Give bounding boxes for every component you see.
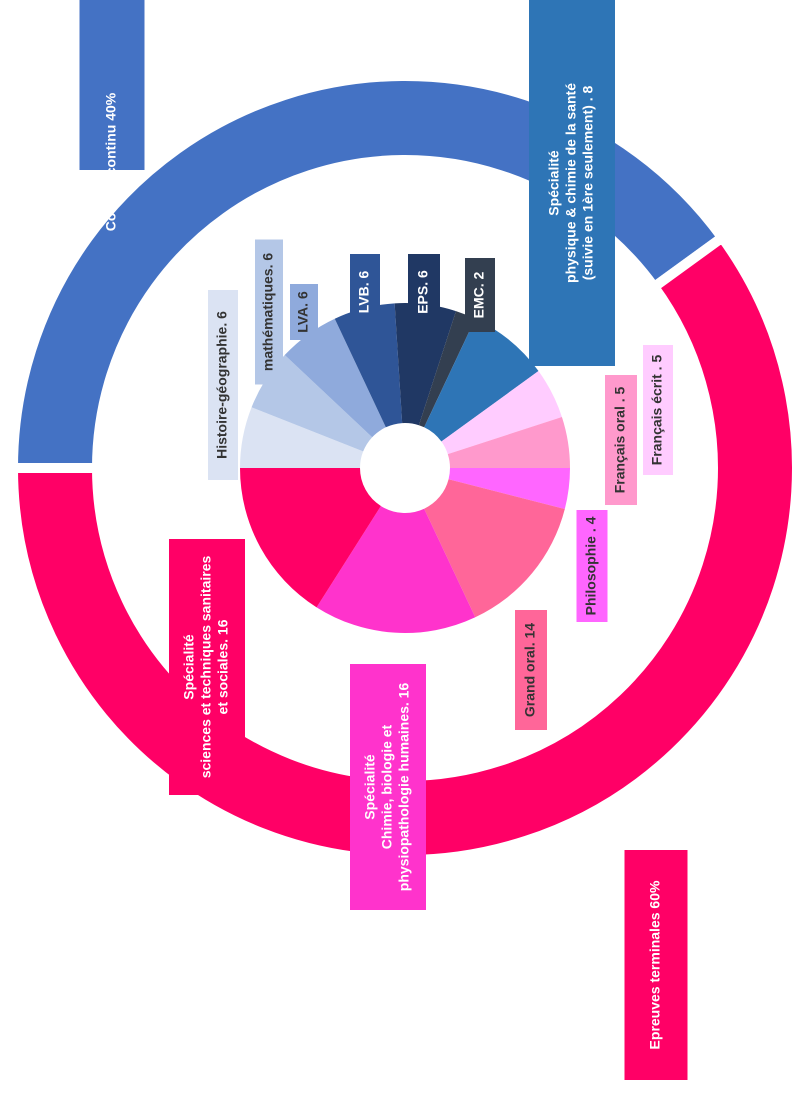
label-text: Français oral . 5 — [612, 386, 628, 493]
label-text: Spécialité — [362, 754, 378, 820]
label-text: Philosophie . 4 — [583, 516, 599, 615]
label-text: LVB. 6 — [356, 271, 372, 314]
label: Spécialité Chimie, biologie et physiopatho… — [350, 664, 426, 910]
label: EPS. 6 — [408, 254, 440, 330]
label-text: Contôle continu 40% — [103, 92, 119, 231]
label-text: LVA. 6 — [295, 291, 311, 333]
label-box — [169, 539, 245, 795]
label-box — [208, 290, 238, 480]
label-box — [350, 664, 426, 910]
label: Epreuves terminales 60% — [624, 850, 688, 1080]
label-text: Chimie, biologie et — [379, 724, 395, 849]
label-text: sciences et techniques sanitaires — [198, 556, 214, 779]
label-text: physiopathologie humaines. 16 — [396, 683, 412, 892]
wedge — [334, 303, 403, 428]
label-text: Spécialité — [181, 634, 197, 700]
label-text: physique & chimie de la santé — [563, 83, 579, 283]
label-text: (suivie en 1ère seulement) . 8 — [580, 86, 596, 281]
label-box — [515, 610, 547, 730]
wedge — [284, 318, 386, 438]
label-text: Epreuves terminales 60% — [647, 880, 663, 1049]
label: Contôle continu 40% — [79, 0, 145, 231]
label-box — [529, 0, 615, 366]
label: Philosophie . 4 — [576, 510, 608, 622]
label: LVA. 6 — [290, 284, 318, 340]
label-text: Français écrit . 5 — [649, 355, 665, 466]
label-box — [624, 850, 688, 1080]
wedge — [316, 505, 476, 633]
label-text: mathématiques. 6 — [260, 253, 276, 371]
label-box — [605, 375, 637, 505]
wedge — [240, 468, 381, 608]
label-text: EPS. 6 — [415, 270, 431, 314]
label-text: Histoire-géographie. 6 — [214, 311, 230, 459]
label: Grand oral. 14 — [515, 610, 547, 730]
label: LVB. 6 — [350, 254, 380, 330]
label-box — [350, 254, 380, 330]
label-text: EMC. 2 — [471, 271, 487, 318]
wedge — [448, 468, 570, 510]
wedge — [447, 417, 570, 468]
label: mathématiques. 6 — [255, 239, 283, 385]
label: Spécialité sciences et techniques sanitai… — [169, 539, 245, 795]
label: Français écrit . 5 — [643, 345, 673, 475]
wedge — [7, 230, 799, 865]
wedge — [240, 407, 364, 468]
label-box — [576, 510, 608, 622]
label-text: Grand oral. 14 — [522, 623, 538, 717]
wedge — [441, 371, 562, 455]
label-text: Spécialité — [546, 150, 562, 216]
label-box — [255, 239, 283, 385]
label-box — [643, 345, 673, 475]
label-box — [465, 258, 495, 332]
label: Spécialité physique & chimie de la santé(… — [529, 0, 615, 366]
label-box — [290, 284, 318, 340]
label: Histoire-géographie. 6 — [208, 290, 238, 480]
label-box — [79, 0, 145, 170]
label: Français oral . 5 — [605, 375, 637, 505]
wedge — [394, 303, 456, 426]
wedge — [424, 479, 565, 618]
wedge — [418, 311, 476, 428]
label-text: et sociales. 16 — [215, 619, 231, 714]
wedge — [424, 318, 539, 442]
label: EMC. 2 — [465, 258, 495, 332]
label-box — [408, 254, 440, 330]
